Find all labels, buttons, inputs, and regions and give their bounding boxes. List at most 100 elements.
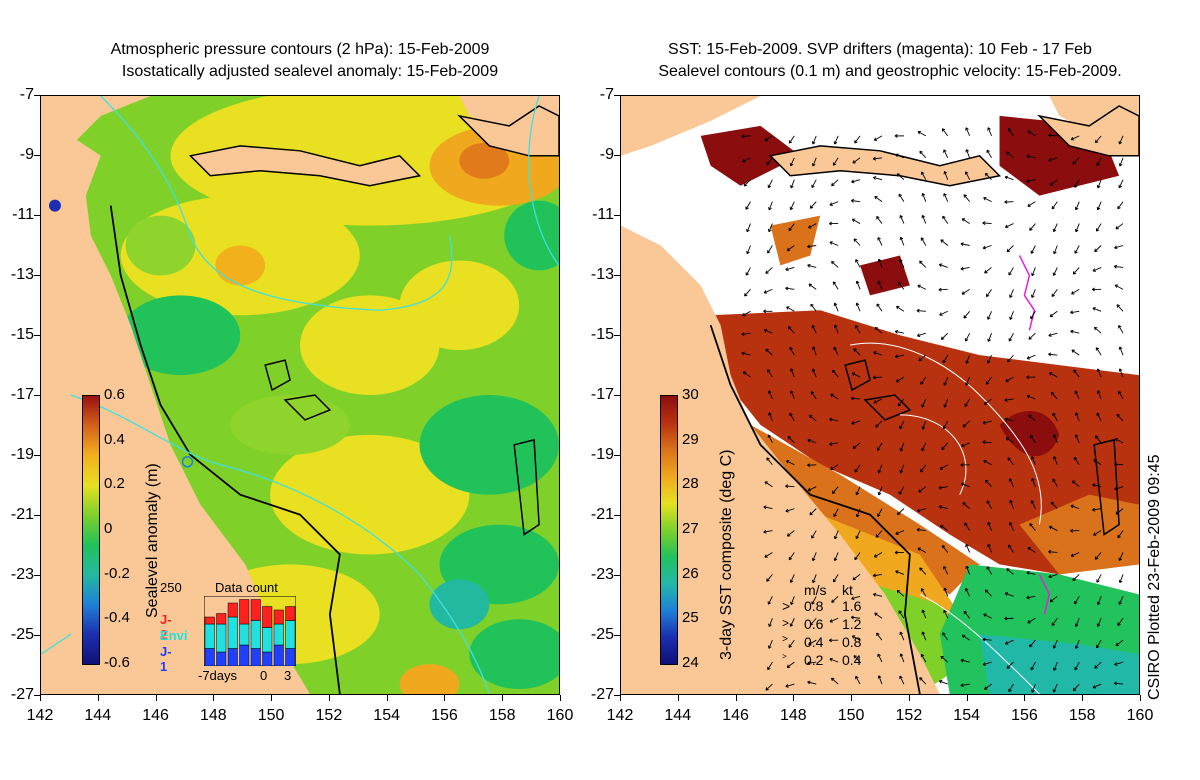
- left-ytick-mark: [34, 695, 40, 696]
- geostrophic-velocity-arrow: [1052, 412, 1058, 422]
- geostrophic-velocity-arrow: [963, 610, 971, 619]
- geostrophic-velocity-arrow: [894, 133, 904, 138]
- geostrophic-velocity-arrow: [807, 263, 817, 268]
- geostrophic-velocity-arrow: [942, 354, 949, 364]
- left-xtick-label: 152: [315, 707, 343, 724]
- geostrophic-velocity-arrow: [852, 157, 861, 164]
- geostrophic-velocity-arrow: [1030, 245, 1036, 254]
- geostrophic-velocity-arrow: [965, 127, 971, 137]
- geostrophic-velocity-arrow: [898, 610, 905, 619]
- geostrophic-velocity-arrow: [943, 565, 949, 575]
- geostrophic-velocity-arrow: [829, 417, 839, 422]
- geostrophic-velocity-arrow: [1096, 157, 1102, 167]
- geostrophic-velocity-arrow: [921, 398, 927, 408]
- geostrophic-velocity-arrow: [985, 479, 992, 487]
- right-ytick-label: -27: [590, 686, 614, 703]
- geostrophic-velocity-arrow: [916, 308, 926, 313]
- geostrophic-velocity-arrow: [1094, 245, 1102, 253]
- right-title-line2: Sealevel contours (0.1 m) and geostrophi…: [658, 63, 1122, 80]
- geostrophic-velocity-arrow: [943, 193, 949, 202]
- geostrophic-velocity-arrow: [941, 128, 949, 137]
- geostrophic-velocity-arrow: [899, 653, 905, 663]
- right-xtick-mark: [851, 695, 853, 701]
- left-xtick-label: 158: [488, 707, 516, 724]
- geostrophic-velocity-arrow: [1075, 412, 1080, 422]
- right-ytick-mark: [614, 695, 620, 696]
- geostrophic-velocity-arrow: [1091, 287, 1102, 292]
- geostrophic-velocity-arrow: [829, 617, 839, 623]
- geostrophic-velocity-arrow: [984, 172, 992, 181]
- geostrophic-velocity-arrow: [872, 375, 883, 380]
- right-ytick-label: -13: [590, 266, 614, 283]
- geostrophic-velocity-arrow: [876, 632, 883, 641]
- geostrophic-velocity-arrow: [1074, 179, 1080, 188]
- geostrophic-velocity-arrow: [960, 242, 970, 247]
- geostrophic-velocity-arrow: [896, 305, 905, 312]
- geostrophic-velocity-arrow: [766, 157, 773, 166]
- geostrophic-velocity-arrow: [939, 524, 948, 531]
- geostrophic-velocity-arrow: [938, 485, 948, 490]
- geostrophic-velocity-arrow: [1008, 544, 1014, 553]
- left-title-line2: Isostatically adjusted sealevel anomaly:…: [121, 63, 499, 80]
- geostrophic-velocity-arrow: [854, 552, 861, 561]
- geostrophic-velocity-arrow: [767, 661, 773, 671]
- geostrophic-velocity-arrow: [768, 390, 773, 400]
- geostrophic-velocity-arrow: [786, 306, 795, 312]
- geostrophic-velocity-arrow: [876, 303, 883, 312]
- geostrophic-velocity-arrow: [982, 440, 992, 445]
- geostrophic-velocity-arrow: [987, 333, 992, 342]
- geostrophic-velocity-arrow: [894, 354, 904, 359]
- geostrophic-velocity-arrow: [786, 245, 795, 252]
- geostrophic-velocity-arrow: [1118, 135, 1124, 145]
- geostrophic-velocity-arrow: [809, 617, 817, 626]
- geostrophic-velocity-arrow: [765, 348, 773, 356]
- geostrophic-velocity-arrow: [941, 442, 949, 451]
- sealevel-anomaly-map[interactable]: [40, 95, 560, 695]
- geostrophic-velocity-arrow: [919, 677, 927, 685]
- geostrophic-velocity-arrow: [742, 310, 751, 317]
- right-xtick-label: 154: [953, 707, 980, 724]
- geostrophic-velocity-arrow: [917, 284, 927, 290]
- geostrophic-velocity-arrow: [811, 324, 817, 334]
- geostrophic-velocity-arrow: [742, 157, 751, 163]
- geostrophic-velocity-arrow: [1005, 437, 1014, 444]
- left-ytick-label: -17: [10, 386, 34, 403]
- geostrophic-velocity-arrow: [789, 201, 795, 211]
- geostrophic-velocity-arrow: [785, 508, 795, 513]
- right-xtick-mark: [735, 695, 737, 701]
- geostrophic-velocity-arrow: [1093, 530, 1102, 536]
- geostrophic-velocity-arrow: [1006, 661, 1014, 669]
- geostrophic-velocity-arrow: [1114, 661, 1124, 666]
- geostrophic-velocity-arrow: [877, 486, 883, 496]
- geostrophic-velocity-arrow: [830, 677, 839, 685]
- geostrophic-velocity-arrow: [962, 420, 970, 428]
- geostrophic-velocity-arrow: [855, 486, 861, 496]
- geostrophic-velocity-arrow: [1050, 391, 1058, 400]
- geostrophic-velocity-arrow: [854, 135, 861, 144]
- left-xtick-mark: [560, 695, 561, 701]
- geostrophic-velocity-arrow: [899, 631, 905, 641]
- geostrophic-velocity-arrow: [767, 245, 773, 254]
- geostrophic-velocity-arrow: [938, 505, 948, 510]
- geostrophic-velocity-arrow: [1092, 307, 1102, 312]
- geostrophic-velocity-arrow: [1073, 369, 1080, 378]
- geostrophic-velocity-arrow: [1096, 618, 1102, 627]
- geostrophic-velocity-arrow: [833, 346, 839, 356]
- geostrophic-velocity-arrow: [899, 464, 905, 474]
- right-ytick-label: -7: [599, 86, 614, 103]
- right-xtick-label: 156: [1011, 707, 1038, 724]
- geostrophic-velocity-arrow: [746, 245, 751, 255]
- sst-map[interactable]: [620, 95, 1140, 695]
- geostrophic-velocity-arrow: [1094, 552, 1102, 560]
- geostrophic-velocity-arrow: [853, 348, 861, 356]
- geostrophic-velocity-arrow: [939, 464, 948, 470]
- geostrophic-velocity-arrow: [1050, 501, 1058, 509]
- geostrophic-velocity-arrow: [808, 414, 817, 422]
- geostrophic-velocity-arrow: [1093, 459, 1102, 466]
- geostrophic-velocity-arrow: [1094, 661, 1102, 669]
- left-ytick-label: -19: [10, 446, 34, 463]
- geostrophic-velocity-arrow: [763, 328, 773, 334]
- geostrophic-velocity-arrow: [1048, 157, 1058, 162]
- geostrophic-velocity-arrow: [961, 442, 970, 448]
- right-xtick-label: 160: [1126, 707, 1154, 724]
